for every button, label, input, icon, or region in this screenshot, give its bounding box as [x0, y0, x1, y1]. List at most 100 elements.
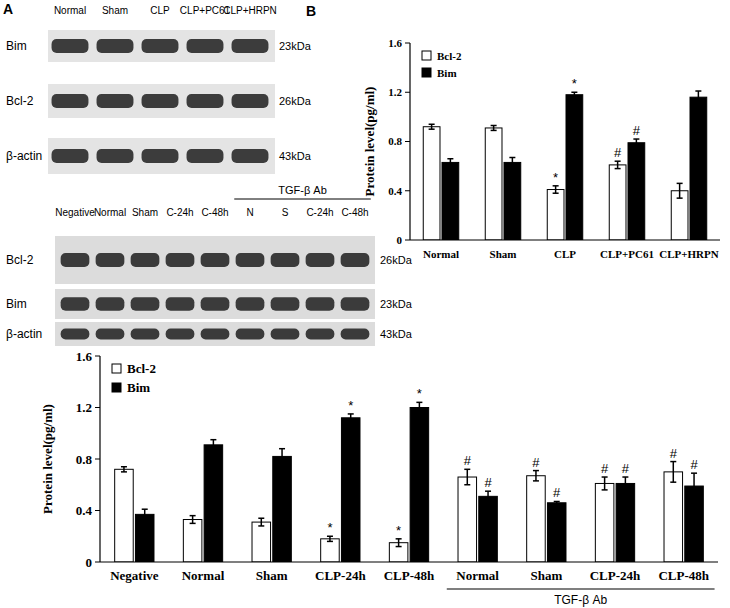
band	[166, 329, 195, 340]
band	[142, 39, 179, 53]
error-bar	[633, 139, 639, 146]
error-cap	[396, 538, 402, 540]
band	[201, 297, 230, 311]
chart: 00.40.81.21.6**####**####NegativeNormalS…	[40, 349, 718, 607]
error-line	[535, 471, 537, 481]
error-cap	[509, 157, 515, 159]
row-label: Bim	[6, 39, 27, 53]
band	[97, 94, 134, 108]
lane-label: C-48h	[201, 207, 228, 218]
error-bar	[533, 471, 539, 481]
size-label: 23kDa	[380, 298, 413, 310]
bar	[616, 483, 635, 562]
error-line	[450, 159, 452, 166]
bar	[547, 503, 566, 562]
error-bar	[121, 467, 127, 472]
error-bar	[258, 518, 264, 526]
band	[187, 94, 224, 108]
size-label: 43kDa	[279, 150, 312, 162]
error-cap	[396, 546, 402, 548]
error-line	[512, 158, 514, 168]
chart: 00.40.81.21.6*#*#NormalShamCLPCLP+PC61CL…	[362, 37, 720, 260]
band	[232, 39, 269, 53]
error-line	[281, 449, 283, 464]
error-bar	[327, 536, 333, 541]
category-label: Normal	[182, 568, 225, 583]
band	[131, 329, 160, 340]
size-label: 26kDa	[279, 95, 312, 107]
error-cap	[464, 484, 470, 486]
error-cap	[210, 449, 216, 451]
error-bar	[348, 414, 354, 422]
blot-strip	[55, 236, 375, 284]
error-line	[617, 161, 619, 168]
error-bar	[396, 539, 402, 547]
error-bar	[429, 124, 435, 129]
y-axis	[409, 43, 410, 240]
annotation: *	[396, 523, 401, 538]
row-label: β-actin	[6, 149, 42, 163]
error-bar	[615, 161, 621, 168]
error-line	[144, 509, 146, 519]
band	[232, 149, 269, 163]
error-cap	[602, 489, 608, 491]
category-label: CLP-24h	[590, 568, 641, 583]
error-cap	[142, 519, 148, 521]
group-line	[447, 588, 715, 589]
error-cap	[348, 421, 354, 423]
row-label: Bim	[6, 297, 27, 311]
band	[341, 297, 370, 311]
panel-label: A	[3, 1, 13, 17]
band	[236, 329, 265, 340]
lane-label: Normal	[94, 207, 126, 218]
band	[131, 253, 160, 267]
band	[236, 253, 265, 267]
bar	[595, 483, 614, 562]
tick	[405, 240, 410, 241]
annotation: #	[614, 145, 622, 160]
legend: Bcl-2Bim	[112, 361, 156, 395]
lane-label: CLP	[150, 5, 170, 16]
blot-strip	[55, 322, 375, 346]
error-line	[192, 516, 194, 524]
annotation: #	[633, 123, 641, 138]
bar	[204, 445, 223, 562]
error-line	[123, 467, 125, 472]
error-cap	[622, 489, 628, 491]
band	[61, 297, 90, 311]
error-line	[350, 414, 352, 422]
error-cap	[533, 480, 539, 482]
x-axis	[410, 239, 720, 240]
tick	[405, 43, 410, 44]
plot-area	[423, 91, 706, 240]
band	[341, 329, 370, 340]
lane-label: S	[282, 207, 289, 218]
error-cap	[695, 103, 701, 105]
error-line	[467, 469, 469, 484]
error-cap	[142, 508, 148, 510]
error-bar	[602, 477, 608, 490]
annotation: #	[670, 446, 678, 461]
error-bar	[485, 491, 491, 501]
annotation: *	[553, 170, 558, 185]
blot-strip	[55, 289, 375, 319]
error-line	[679, 183, 681, 198]
error-cap	[279, 463, 285, 465]
annotation: #	[464, 453, 472, 468]
error-cap	[485, 501, 491, 503]
band	[271, 297, 300, 311]
bar	[423, 127, 440, 240]
band	[97, 39, 134, 53]
error-cap	[554, 501, 560, 503]
category-label: Sham	[530, 568, 562, 583]
error-cap	[447, 165, 453, 167]
band	[52, 94, 89, 108]
lane-label: Sham	[132, 207, 158, 218]
tick-label: 1.2	[76, 400, 92, 415]
annotation: *	[572, 76, 577, 91]
annotation: #	[484, 475, 492, 490]
group-line	[234, 199, 371, 200]
error-cap	[210, 439, 216, 441]
bar	[609, 165, 626, 240]
annotation: #	[690, 457, 698, 472]
